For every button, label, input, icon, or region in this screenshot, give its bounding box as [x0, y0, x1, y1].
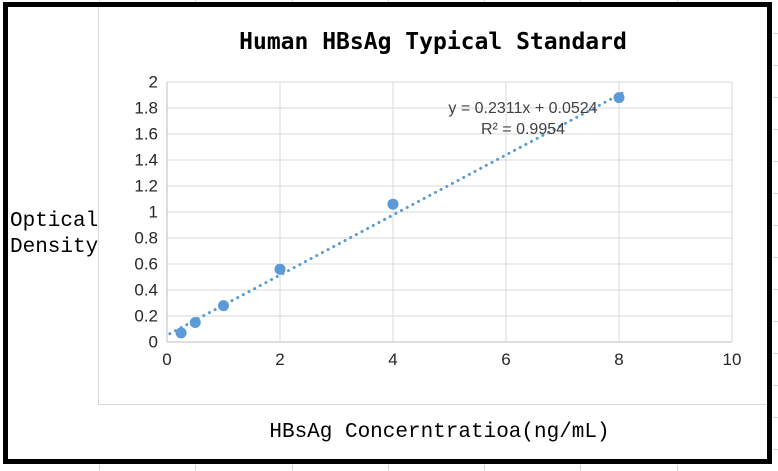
x-axis-cell-label[interactable]: HBsAg Concerntratioa(ng/mL): [98, 405, 767, 459]
y-tick-label: 1.6: [134, 125, 158, 144]
cell-gridline: [292, 0, 293, 2]
x-tick-label: 6: [501, 350, 510, 369]
y-tick-label: 1.2: [134, 177, 158, 196]
cell-gridline: [773, 193, 778, 194]
cell-gridline: [99, 465, 100, 471]
cell-gridline: [773, 33, 778, 34]
trendline-dotted[interactable]: [168, 90, 627, 336]
cell-gridline: [773, 417, 778, 418]
y-tick-label: 1: [149, 203, 158, 222]
y-tick-label: 2: [149, 73, 158, 92]
cell-gridline: [773, 129, 778, 130]
black-border-frame: [3, 2, 772, 464]
cell-gridline: [773, 225, 778, 226]
data-point[interactable]: [175, 327, 187, 339]
y-tick-label: 0.6: [134, 255, 158, 274]
data-point[interactable]: [387, 198, 399, 210]
cell-gridline: [773, 65, 778, 66]
chart-title[interactable]: Human HBsAg Typical Standard: [239, 29, 627, 55]
y-tick-label: 0.2: [134, 307, 158, 326]
x-tick-label: 4: [388, 350, 397, 369]
cell-gridline: [773, 289, 778, 290]
x-tick-label: 0: [162, 350, 171, 369]
cell-gridline: [484, 0, 485, 2]
x-tick-label: 2: [275, 350, 284, 369]
plot-area[interactable]: 0 0.2 0.4 0.6 0.8 1 1.2 1.4 1.6 1.8 2 0 2 4 6 8 10: [99, 7, 768, 405]
cell-gridline: [773, 353, 778, 354]
y-tick-label: 1.8: [134, 99, 158, 118]
cell-gridline: [195, 465, 196, 471]
y-tick-label: 1.4: [134, 151, 158, 170]
cell-gridline: [580, 0, 581, 2]
x-tick-label: 10: [723, 350, 742, 369]
y-tick-label: 0.4: [134, 281, 158, 300]
trendline-equation: y = 0.2311x + 0.0524: [448, 100, 598, 117]
data-point[interactable]: [218, 300, 229, 312]
trendline-equation-box[interactable]: y = 0.2311x + 0.0524 R² = 0.9954: [423, 98, 623, 140]
cell-gridline: [99, 0, 100, 2]
data-point[interactable]: [613, 92, 625, 104]
y-tick-label: 0.8: [134, 229, 158, 248]
cell-gridline: [773, 321, 778, 322]
cell-gridline: [773, 449, 778, 450]
y-axis-cell-label-line1: Optical: [10, 210, 99, 233]
cell-gridline: [677, 465, 678, 471]
y-axis-cell-label-line2: Density: [10, 236, 99, 259]
cell-gridline: [580, 465, 581, 471]
cell-gridline: [773, 385, 778, 386]
cell-gridline: [292, 465, 293, 471]
x-axis-cell-label-text: HBsAg Concerntratioa(ng/mL): [269, 421, 610, 444]
cell-gridline: [388, 0, 389, 2]
cell-gridline: [195, 0, 196, 2]
cell-gridline: [677, 0, 678, 2]
data-point[interactable]: [274, 263, 286, 275]
data-point[interactable]: [189, 317, 201, 328]
cell-gridline: [388, 465, 389, 471]
cell-gridline: [484, 465, 485, 471]
cell-gridline: [773, 97, 778, 98]
y-axis-cell-label[interactable]: Optical Density: [10, 209, 98, 261]
cell-gridline: [773, 161, 778, 162]
trendline-r-squared: R² = 0.9954: [480, 121, 566, 138]
x-tick-label: 8: [614, 350, 623, 369]
chart-object[interactable]: Human HBsAg Typical Standard 0 0.2 0.4 0.6 0…: [98, 7, 767, 405]
y-tick-label: 0: [149, 333, 158, 352]
cell-gridline: [773, 257, 778, 258]
